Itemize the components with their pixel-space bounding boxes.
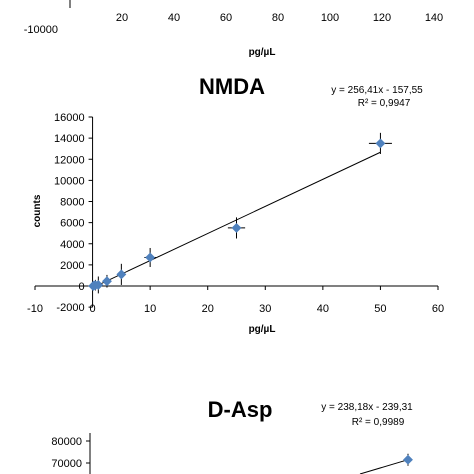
top-chart-x-tick-label: 20 [116, 12, 128, 24]
nmda-y-tick-label: 12000 [54, 154, 85, 166]
top-chart-x-tick-label: 40 [168, 12, 180, 24]
top-chart-x-tick-label: 100 [321, 12, 339, 24]
nmda-data-point [231, 222, 242, 233]
top-chart-x-tick-label: 140 [425, 12, 443, 24]
dasp-chart: D-Asp y = 238,18x - 239,31 R² = 0,9989 7… [51, 397, 413, 474]
nmda-chart-equation: y = 256,41x - 157,55 [331, 85, 423, 96]
dasp-trendline [359, 459, 409, 474]
top-chart-y-tick-label: -10000 [24, 24, 58, 36]
nmda-data-point [145, 252, 156, 263]
nmda-chart-r-squared: R² = 0,9947 [358, 98, 411, 109]
nmda-data-point [116, 269, 127, 280]
nmda-x-tick-label: -10 [27, 303, 43, 315]
nmda-x-tick-label: 30 [259, 303, 271, 315]
top-chart: 20 40 60 80 100 120 140 -10000 pg/µL [24, 0, 443, 58]
nmda-y-tick-label: 0 [78, 281, 84, 293]
top-chart-x-tick-label: 120 [373, 12, 391, 24]
nmda-x-tick-label: 60 [432, 303, 444, 315]
nmda-axes: -2000 0 2000 4000 6000 8000 10000 12000 14000 160… [27, 112, 444, 315]
nmda-data-point [102, 276, 112, 287]
nmda-y-tick-label: 6000 [60, 218, 84, 230]
dasp-axes: 70000 80000 [51, 433, 91, 474]
dasp-chart-title: D-Asp [208, 397, 273, 422]
nmda-y-tick-label: -2000 [56, 302, 84, 314]
dasp-y-tick-label: 70000 [51, 458, 82, 470]
nmda-x-tick-label: 10 [144, 303, 156, 315]
nmda-chart: NMDA y = 256,41x - 157,55 R² = 0,9947 co… [27, 74, 444, 335]
nmda-chart-y-axis-label: counts [32, 194, 43, 227]
nmda-chart-title: NMDA [199, 74, 265, 99]
nmda-chart-x-axis-label: pg/µL [249, 324, 276, 335]
nmda-y-tick-label: 16000 [54, 112, 85, 124]
nmda-y-tick-label: 10000 [54, 175, 85, 187]
dasp-chart-equation: y = 238,18x - 239,31 [321, 402, 413, 413]
dasp-data-point [403, 454, 413, 465]
nmda-x-tick-label: 0 [90, 303, 96, 315]
nmda-data-point [375, 138, 386, 149]
dasp-plot-area [359, 453, 413, 474]
nmda-x-tick-label: 20 [202, 303, 214, 315]
nmda-y-tick-label: 14000 [54, 133, 85, 145]
dasp-y-tick-label: 80000 [51, 436, 82, 448]
nmda-x-tick-label: 40 [317, 303, 329, 315]
top-chart-x-axis-label: pg/µL [249, 47, 276, 58]
dasp-chart-r-squared: R² = 0,9989 [352, 417, 405, 428]
nmda-y-tick-label: 4000 [60, 239, 84, 251]
nmda-plot-area [88, 132, 392, 294]
top-chart-x-tick-label: 80 [272, 12, 284, 24]
nmda-x-tick-label: 50 [374, 303, 386, 315]
nmda-y-tick-label: 2000 [60, 260, 84, 272]
top-chart-x-tick-label: 60 [220, 12, 232, 24]
nmda-y-tick-label: 8000 [60, 197, 84, 209]
